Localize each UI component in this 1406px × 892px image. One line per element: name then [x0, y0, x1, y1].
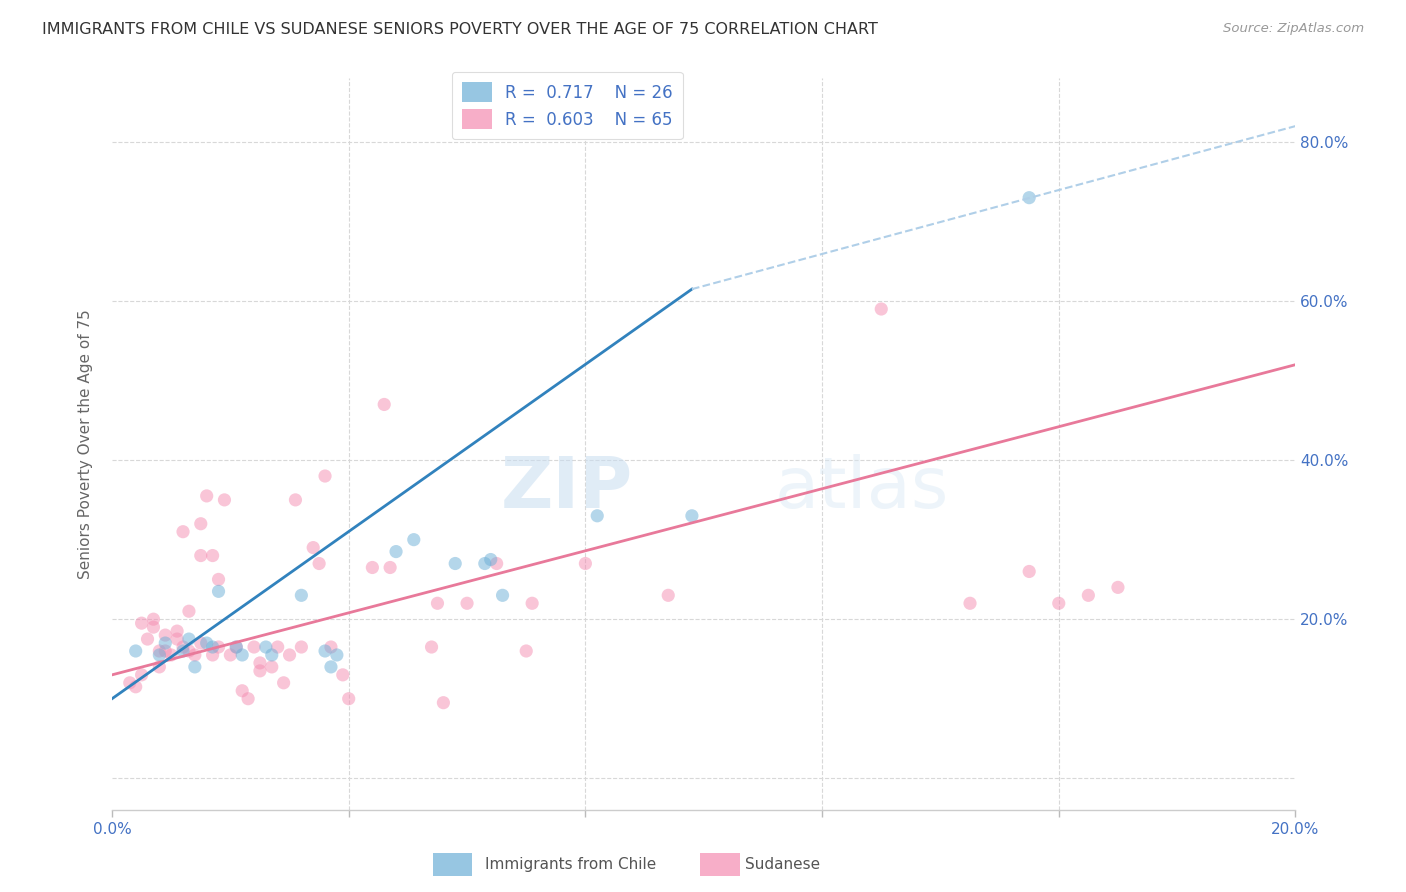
Point — [177, 632, 200, 646]
Point — [142, 620, 165, 634]
Text: Sudanese: Sudanese — [745, 857, 820, 872]
Point — [190, 549, 212, 563]
Point — [479, 552, 502, 566]
Point — [195, 489, 218, 503]
Point — [870, 301, 893, 316]
Point — [177, 644, 200, 658]
Legend: R =  0.717    N = 26, R =  0.603    N = 65: R = 0.717 N = 26, R = 0.603 N = 65 — [451, 72, 683, 139]
Point — [155, 636, 177, 650]
Point — [1107, 580, 1129, 594]
Point — [166, 624, 188, 639]
Point — [172, 640, 194, 654]
Point — [260, 660, 283, 674]
Point — [148, 648, 170, 662]
Point — [574, 557, 596, 571]
Point — [681, 508, 703, 523]
Point — [273, 675, 295, 690]
Point — [231, 648, 253, 662]
Point — [125, 644, 148, 658]
Point — [491, 588, 513, 602]
Point — [290, 588, 312, 602]
Point — [184, 660, 207, 674]
Point — [319, 660, 342, 674]
Text: IMMIGRANTS FROM CHILE VS SUDANESE SENIORS POVERTY OVER THE AGE OF 75 CORRELATION: IMMIGRANTS FROM CHILE VS SUDANESE SENIOR… — [42, 22, 879, 37]
Point — [184, 648, 207, 662]
Point — [515, 644, 537, 658]
Point — [959, 596, 981, 610]
Point — [166, 632, 188, 646]
Point — [373, 397, 395, 411]
Point — [1018, 191, 1040, 205]
Point — [378, 560, 401, 574]
Point — [177, 604, 200, 618]
Point — [314, 644, 336, 658]
Point — [302, 541, 325, 555]
Point — [155, 644, 177, 658]
Point — [426, 596, 449, 610]
Point — [136, 632, 159, 646]
Point — [249, 656, 271, 670]
Point — [125, 680, 148, 694]
Y-axis label: Seniors Poverty Over the Age of 75: Seniors Poverty Over the Age of 75 — [79, 310, 93, 579]
Text: ZIP: ZIP — [501, 454, 633, 523]
Point — [485, 557, 508, 571]
Text: atlas: atlas — [775, 454, 949, 523]
Point — [231, 683, 253, 698]
Point — [308, 557, 330, 571]
Point — [290, 640, 312, 654]
Point — [214, 492, 236, 507]
Point — [131, 616, 153, 631]
Point — [201, 549, 224, 563]
Point — [337, 691, 360, 706]
Point — [332, 668, 354, 682]
Point — [190, 516, 212, 531]
Point — [361, 560, 384, 574]
Point — [131, 668, 153, 682]
Text: Source: ZipAtlas.com: Source: ZipAtlas.com — [1223, 22, 1364, 36]
Point — [142, 612, 165, 626]
Point — [278, 648, 301, 662]
Point — [420, 640, 443, 654]
Point — [260, 648, 283, 662]
Point — [474, 557, 496, 571]
Point — [207, 640, 229, 654]
Point — [160, 648, 183, 662]
Point — [402, 533, 425, 547]
Point — [456, 596, 478, 610]
Point — [284, 492, 307, 507]
Point — [254, 640, 277, 654]
Point — [1077, 588, 1099, 602]
Point — [657, 588, 679, 602]
Point — [190, 636, 212, 650]
Point — [319, 640, 342, 654]
Point — [520, 596, 543, 610]
Point — [444, 557, 467, 571]
Point — [195, 636, 218, 650]
Point — [314, 469, 336, 483]
Point — [172, 524, 194, 539]
Point — [155, 628, 177, 642]
Point — [201, 640, 224, 654]
Point — [207, 584, 229, 599]
Point — [118, 675, 141, 690]
Point — [432, 696, 454, 710]
Point — [236, 691, 259, 706]
Point — [326, 648, 349, 662]
Point — [201, 648, 224, 662]
Point — [207, 573, 229, 587]
Point — [267, 640, 290, 654]
Text: Immigrants from Chile: Immigrants from Chile — [485, 857, 657, 872]
Point — [219, 648, 242, 662]
Point — [586, 508, 609, 523]
Point — [243, 640, 266, 654]
Point — [225, 640, 247, 654]
Point — [1018, 565, 1040, 579]
Point — [148, 644, 170, 658]
Point — [385, 544, 408, 558]
Point — [249, 664, 271, 678]
Point — [1047, 596, 1070, 610]
Point — [148, 660, 170, 674]
Point — [225, 640, 247, 654]
Point — [172, 644, 194, 658]
